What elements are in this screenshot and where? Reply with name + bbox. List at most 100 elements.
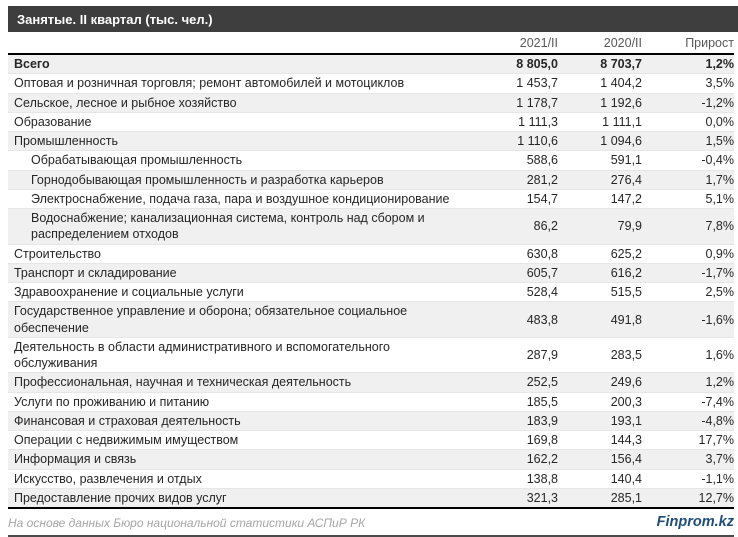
value-2021: 183,9 [526,413,558,428]
value-2021: 1 111,3 [518,114,558,129]
row-label: Деятельность в области административного… [14,339,390,370]
table-row: Здравоохранение и социальные услуги 528,… [8,282,734,301]
row-label: Информация и связь [14,452,137,467]
value-2021: 287,9 [526,348,558,362]
value-2021: 281,2 [526,172,558,187]
value-2020: 515,5 [610,285,642,300]
value-2020: 283,5 [610,348,642,362]
table-row: Оптовая и розничная торговля; ремонт авт… [8,73,734,92]
table-row: Промышленность 1 110,6 1 094,6 1,5% [8,131,734,151]
table-row: Сельское, лесное и рыбное хозяйство 1 17… [8,92,734,112]
row-label: Промышленность [14,134,118,148]
row-label: Электроснабжение, подача газа, пара и во… [31,191,450,206]
table-row: Информация и связь 162,2 156,4 3,7% [8,449,735,469]
row-label: Водоснабжение; канализационная система, … [31,211,425,242]
value-2021: 588,6 [526,153,558,168]
row-label: Предоставление прочих видов услуг [14,490,227,505]
table-row: Деятельность в области административного… [8,336,735,373]
value-growth: 0,0% [705,114,735,129]
table-row: Предоставление прочих видов услуг 321,3 … [8,487,734,507]
row-label: Искусство, развлечения и отдых [14,471,202,486]
table-row: Горнодобывающая промышленность и разрабо… [8,169,735,189]
value-growth: 3,7% [705,452,735,467]
brand-logo: Finprom.kz [656,514,734,530]
row-label: Образование [14,114,92,129]
value-2021: 483,8 [526,312,558,327]
value-2021: 185,5 [526,394,558,409]
table-body: Всего 8 805,0 8 703,7 1,2% Оптовая и роз… [8,53,734,509]
value-2020: 1 192,6 [600,95,642,110]
value-growth: -0,4% [701,153,734,168]
row-label: Финансовая и страховая деятельность [14,413,241,428]
value-growth: 1,2% [705,57,735,72]
value-2021: 8 805,0 [516,57,558,72]
row-label: Обрабатывающая промышленность [31,153,243,168]
row-label: Оптовая и розничная торговля; ремонт авт… [14,76,405,91]
footer: На основе данных Бюро национальной стати… [8,514,734,537]
employment-table: 2021/II 2020/II Прирост Всего 8 805,0 8 … [8,32,734,509]
value-2020: 79,9 [617,219,642,234]
value-2021: 1 178,7 [516,95,558,110]
value-2020: 616,2 [610,265,642,280]
value-growth: 0,9% [705,246,735,261]
row-label: Здравоохранение и социальные услуги [14,285,244,299]
value-2020: 591,1 [610,153,642,168]
value-growth: -1,6% [701,312,734,327]
column-header-2020: 2020/II [603,35,642,50]
row-label: Услуги по проживанию и питанию [14,394,210,409]
table-row: Всего 8 805,0 8 703,7 1,2% [8,55,735,74]
value-2020: 193,1 [610,413,642,428]
value-2020: 140,4 [610,471,642,486]
value-2020: 249,6 [610,375,642,390]
value-growth: -1,7% [701,265,734,280]
table-row: Электроснабжение, подача газа, пара и во… [8,188,734,208]
value-2020: 1 094,6 [600,134,642,149]
row-label: Всего [14,57,50,71]
table-row: Финансовая и страховая деятельность 183,… [8,410,734,430]
value-growth: 1,6% [705,348,735,362]
value-2020: 8 703,7 [600,57,642,72]
value-2021: 162,2 [526,452,558,467]
column-header-growth: Прирост [685,35,734,50]
value-growth: 1,2% [705,375,735,390]
row-label: Горнодобывающая промышленность и разрабо… [31,172,384,187]
table-row: Услуги по проживанию и питанию 185,5 200… [8,391,734,411]
value-growth: -1,2% [701,95,734,110]
value-2021: 252,5 [526,375,558,390]
row-label: Операции с недвижимым имуществом [14,433,239,447]
table-row: Образование 1 111,3 1 111,1 0,0% [8,111,735,131]
table-row: Операции с недвижимым имуществом 169,8 1… [8,430,734,449]
row-label: Строительство [14,246,101,261]
value-2021: 1 110,6 [517,134,558,149]
value-2020: 147,2 [610,191,642,206]
value-growth: 1,7% [705,172,735,187]
table-row: Искусство, развлечения и отдых 138,8 140… [8,468,734,488]
value-2020: 1 111,1 [602,114,642,129]
source-note: На основе данных Бюро национальной стати… [8,516,366,530]
value-growth: -1,1% [701,471,734,486]
value-growth: -7,4% [701,394,734,409]
value-2021: 630,8 [526,246,558,261]
row-label: Сельское, лесное и рыбное хозяйство [14,95,237,110]
value-2021: 528,4 [526,285,558,300]
value-growth: 17,7% [698,433,734,448]
value-2020: 1 404,2 [600,76,642,91]
value-2021: 321,3 [526,490,558,505]
employment-infographic: Занятые. II квартал (тыс. чел.) 2021/II … [0,6,738,537]
row-label: Профессиональная, научная и техническая … [14,375,352,390]
value-growth: -4,8% [701,413,734,428]
table-row: Обрабатывающая промышленность 588,6 591,… [8,150,734,169]
value-growth: 3,5% [705,76,735,91]
value-2021: 154,7 [526,191,558,206]
value-2021: 86,2 [533,219,558,234]
value-2020: 144,3 [610,433,642,448]
value-2020: 156,4 [610,452,642,467]
value-2021: 138,8 [526,471,558,486]
title-bar: Занятые. II квартал (тыс. чел.) [8,6,738,32]
value-2021: 169,8 [526,433,558,448]
value-2020: 276,4 [610,172,642,187]
row-label: Транспорт и складирование [14,265,177,280]
value-growth: 7,8% [705,219,735,234]
value-2020: 491,8 [610,312,642,327]
table-row: Государственное управление и оборона; об… [8,301,734,337]
